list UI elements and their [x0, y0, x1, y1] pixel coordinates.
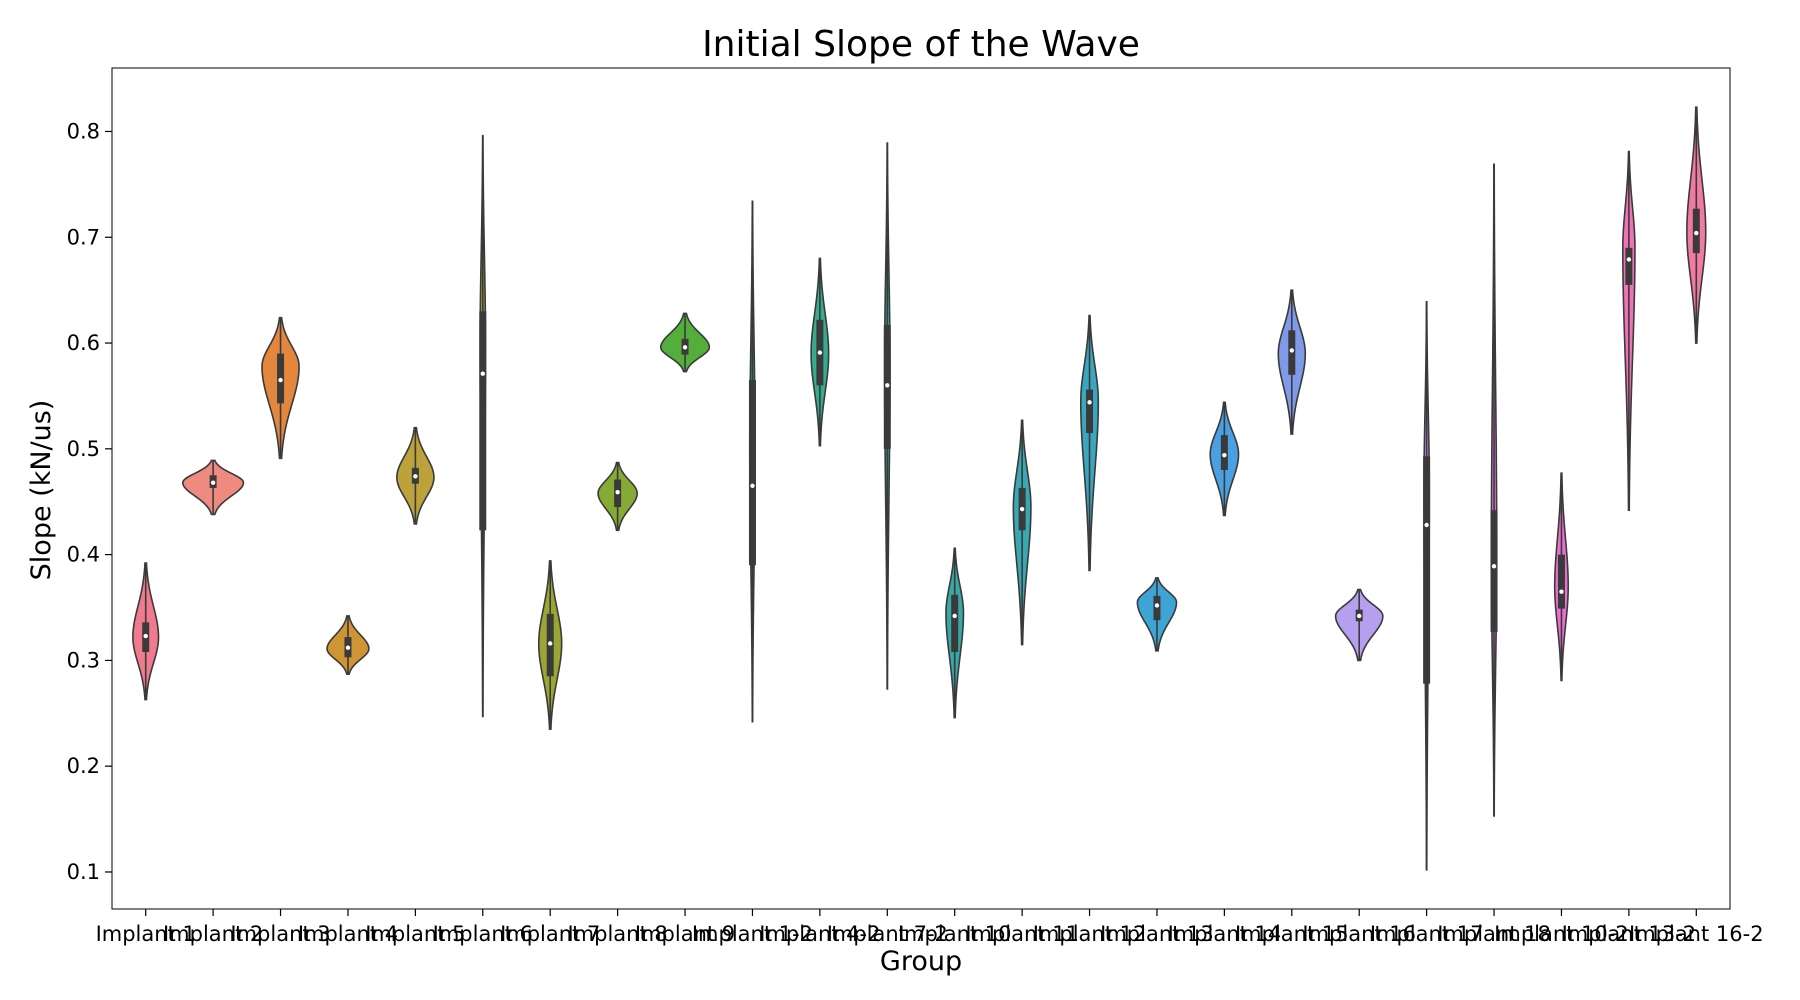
y-tick-label: 0.7: [67, 225, 100, 249]
violin-median: [682, 345, 688, 350]
violin-median: [210, 480, 216, 485]
y-tick-label: 0.3: [67, 648, 100, 672]
x-tick-label: Implant 6: [433, 922, 533, 946]
y-tick-label: 0.8: [67, 119, 100, 143]
y-tick-label: 0.4: [67, 543, 100, 567]
x-tick-label: Implant 4-2: [759, 922, 880, 946]
violin-iqr-box: [1557, 554, 1565, 609]
x-tick-label: Implant 17: [1370, 922, 1484, 946]
violin-median: [1626, 257, 1632, 262]
violin-median: [1491, 564, 1497, 569]
x-tick-label: Implant 7: [500, 922, 600, 946]
violin-median: [1694, 230, 1699, 236]
violin-median: [885, 383, 890, 388]
x-tick-label: Implant 1-2: [692, 922, 813, 946]
violin-median: [1424, 522, 1429, 528]
violin-median: [1087, 400, 1092, 405]
violin-median: [1357, 613, 1362, 619]
x-tick-label: Implant 16-2: [1629, 922, 1764, 946]
violin-iqr-box: [1086, 389, 1094, 433]
violin-median: [345, 645, 351, 650]
violin-median: [615, 490, 620, 495]
x-tick-label: Implant 4: [298, 922, 398, 946]
violin-iqr-box: [1625, 247, 1633, 285]
violin-median: [952, 613, 957, 619]
violin-median: [1154, 603, 1160, 608]
y-tick-label: 0.6: [67, 331, 100, 355]
violin-iqr-box: [1220, 435, 1228, 470]
y-axis-label: Slope (kN/us): [26, 400, 57, 581]
violin-median: [750, 483, 755, 489]
violin-median: [1222, 452, 1227, 458]
y-tick-label: 0.2: [67, 754, 100, 778]
violin-median: [480, 371, 485, 376]
violin-median: [413, 474, 418, 479]
violin-median: [1289, 348, 1294, 353]
x-tick-label: Implant 7-2: [827, 922, 948, 946]
violin-median: [143, 633, 148, 639]
x-tick-label: Implant 12: [1033, 922, 1147, 946]
violin-iqr-box: [1423, 456, 1431, 684]
x-axis-label: Group: [880, 946, 962, 977]
violin-group: [132, 106, 1707, 871]
violin-median: [278, 377, 283, 383]
x-tick-label: Implant 3: [230, 922, 330, 946]
x-tick-label: Implant 15: [1235, 922, 1349, 946]
violin-iqr-box: [951, 594, 959, 652]
x-tick-label: Implant 2: [163, 922, 263, 946]
x-tick-label: Implant 10: [898, 922, 1012, 946]
x-tick-label: Implant 11: [965, 922, 1079, 946]
violin-median: [1019, 506, 1025, 512]
axes-frame: [111, 67, 1731, 910]
y-tick-label: 0.1: [67, 860, 100, 884]
x-tick-label: Implant 8: [567, 922, 667, 946]
x-tick-label: Implant 16: [1302, 922, 1416, 946]
x-tick-label: Implant 13-2: [1562, 922, 1697, 946]
violin-median: [548, 641, 553, 646]
x-tick-label: Implant 9: [635, 922, 735, 946]
x-tick-label: Implant 14: [1168, 922, 1282, 946]
y-tick-label: 0.5: [67, 437, 100, 461]
violin-median: [817, 350, 823, 355]
x-tick-label: Implant 13: [1100, 922, 1214, 946]
violin-iqr-box: [479, 311, 487, 531]
violin-median: [1559, 589, 1564, 594]
x-tick-label: Implant 10-2: [1494, 922, 1629, 946]
x-tick-label: Implant 18: [1437, 922, 1551, 946]
violin-iqr-box: [748, 380, 756, 566]
violin-iqr-box: [1153, 595, 1161, 621]
x-tick-label: Implant 5: [365, 922, 465, 946]
y-axis: 0.1 0.2 0.3 0.4 0.5 0.6 0.7 0.8: [67, 119, 112, 884]
chart-title: Initial Slope of the Wave: [702, 24, 1140, 65]
x-tick-label: Implant 1: [96, 922, 196, 946]
violin-iqr-box: [1490, 510, 1498, 632]
